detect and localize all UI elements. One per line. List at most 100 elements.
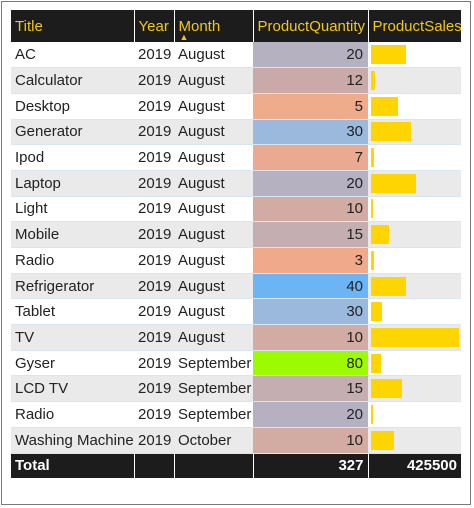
cell-month: August: [174, 42, 253, 69]
sales-data-bar: [371, 379, 402, 399]
sales-data-bar: [371, 173, 416, 193]
cell-month: August: [174, 170, 253, 197]
cell-year: 2019: [134, 42, 174, 69]
sales-data-bar: [371, 327, 459, 347]
column-header-sales[interactable]: ProductSales: [368, 10, 462, 42]
table-row[interactable]: Mobile 2019 August 15: [11, 221, 461, 248]
table-row[interactable]: Washing Machine 2019 October 10: [11, 427, 461, 454]
cell-year: 2019: [134, 350, 174, 377]
cell-month: August: [174, 144, 253, 171]
cell-sales: [368, 196, 461, 223]
header-row: Title Year Month ▲ ProductQuantity Produc…: [11, 10, 462, 42]
table-row[interactable]: TV 2019 August 10: [11, 324, 461, 351]
cell-title: Calculator: [11, 67, 134, 94]
cell-month: September: [174, 375, 253, 403]
cell-sales: [368, 119, 461, 146]
cell-year: 2019: [134, 196, 174, 223]
cell-title: Generator: [11, 119, 134, 146]
cell-year: 2019: [134, 67, 174, 94]
column-header-month[interactable]: Month ▲: [174, 10, 254, 42]
cell-month: September: [174, 401, 253, 428]
cell-sales: [368, 170, 461, 197]
cell-sales: [368, 221, 461, 248]
cell-month: August: [174, 93, 253, 120]
cell-quantity: 30: [253, 298, 368, 326]
sales-data-bar: [371, 353, 381, 373]
total-sales: 425500: [406, 457, 457, 475]
cell-title: Ipod: [11, 144, 134, 171]
table-row[interactable]: Desktop 2019 August 5: [11, 93, 461, 120]
cell-quantity: 15: [253, 375, 368, 403]
cell-quantity: 20: [253, 42, 368, 69]
total-month-empty: [174, 453, 254, 478]
table-row[interactable]: Gyser 2019 September 80: [11, 350, 461, 377]
cell-year: 2019: [134, 247, 174, 274]
cell-sales: [368, 324, 461, 351]
column-header-year-label: Year: [138, 17, 169, 35]
cell-month: August: [174, 67, 253, 94]
table-row[interactable]: Laptop 2019 August 20: [11, 170, 461, 197]
total-row: Total 327 425500: [11, 453, 461, 478]
table-row[interactable]: Light 2019 August 10: [11, 196, 461, 223]
cell-year: 2019: [134, 119, 174, 146]
cell-sales: [368, 401, 461, 428]
table-row[interactable]: Ipod 2019 August 7: [11, 144, 461, 171]
table-row[interactable]: Radio 2019 August 3: [11, 247, 461, 274]
sales-data-bar: [371, 122, 411, 142]
cell-sales: [368, 375, 461, 403]
cell-quantity: 3: [253, 247, 368, 274]
table-row[interactable]: Tablet 2019 August 30: [11, 298, 461, 326]
cell-title: AC: [11, 42, 134, 69]
cell-quantity: 20: [253, 170, 368, 197]
cell-quantity: 7: [253, 144, 368, 171]
cell-month: August: [174, 119, 253, 146]
sales-data-bar: [371, 199, 373, 219]
table-row[interactable]: Refrigerator 2019 August 40: [11, 273, 461, 300]
cell-year: 2019: [134, 170, 174, 197]
cell-quantity: 20: [253, 401, 368, 428]
sales-data-bar: [371, 430, 394, 450]
triangle-up-icon: ▲: [179, 32, 189, 42]
total-quantity: 327: [253, 453, 369, 478]
sales-data-bar: [371, 71, 376, 91]
cell-title: Desktop: [11, 93, 134, 120]
cell-title: Washing Machine: [11, 427, 134, 454]
cell-quantity: 30: [253, 119, 368, 146]
sales-data-bar: [371, 302, 383, 322]
cell-year: 2019: [134, 273, 174, 300]
cell-title: Laptop: [11, 170, 134, 197]
cell-month: August: [174, 324, 253, 351]
cell-year: 2019: [134, 221, 174, 248]
table-row[interactable]: Generator 2019 August 30: [11, 119, 461, 146]
cell-year: 2019: [134, 298, 174, 326]
column-header-quantity[interactable]: ProductQuantity: [253, 10, 369, 42]
column-header-title[interactable]: Title: [11, 10, 135, 42]
cell-year: 2019: [134, 93, 174, 120]
sales-data-bar: [371, 96, 399, 116]
column-header-month-label: Month: [178, 17, 221, 35]
cell-sales: [368, 273, 461, 300]
cell-month: August: [174, 247, 253, 274]
cell-sales: [368, 144, 461, 171]
column-header-year[interactable]: Year: [134, 10, 175, 42]
cell-year: 2019: [134, 375, 174, 403]
cell-sales: [368, 350, 461, 377]
cell-quantity: 5: [253, 93, 368, 120]
cell-month: August: [174, 273, 253, 300]
cell-title: Refrigerator: [11, 273, 134, 300]
cell-month: October: [174, 427, 253, 454]
cell-quantity: 80: [253, 350, 368, 377]
sales-data-bar: [371, 276, 407, 296]
cell-title: Radio: [11, 401, 134, 428]
cell-title: Gyser: [11, 350, 134, 377]
table-row[interactable]: LCD TV 2019 September 15: [11, 375, 461, 403]
table-row[interactable]: Calculator 2019 August 12: [11, 67, 461, 94]
cell-sales: [368, 42, 461, 69]
sales-data-bar: [371, 225, 389, 245]
column-header-sales-label: ProductSales: [372, 17, 462, 35]
column-header-title-label: Title: [15, 17, 43, 35]
cell-quantity: 15: [253, 221, 368, 248]
cell-month: September: [174, 350, 253, 377]
table-row[interactable]: Radio 2019 September 20: [11, 401, 461, 428]
table-row[interactable]: AC 2019 August 20: [11, 42, 461, 69]
